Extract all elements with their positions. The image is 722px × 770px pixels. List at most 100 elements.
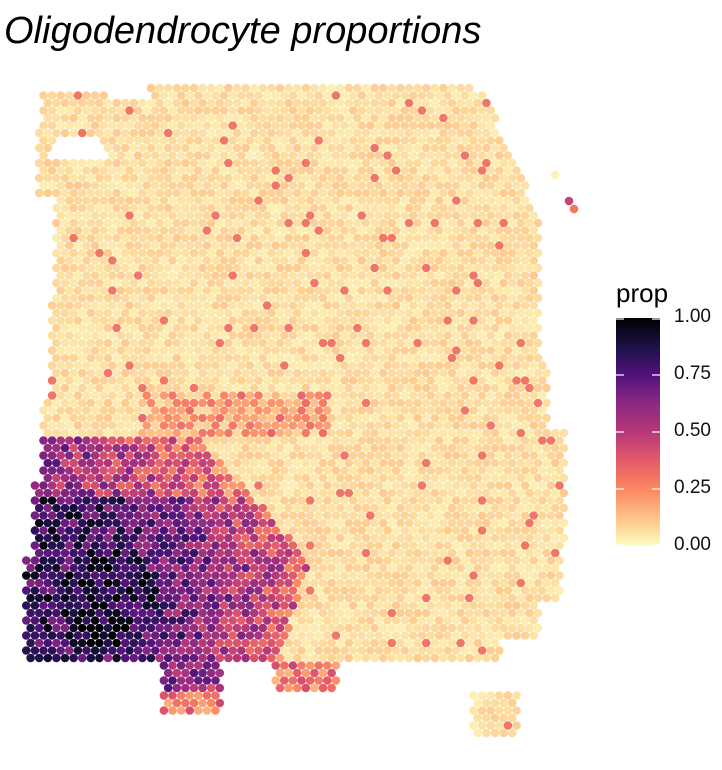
spot-point [413,578,422,588]
spot-point [146,653,156,663]
spot-point [426,466,435,475]
spot-point [219,211,229,220]
spot-point [314,541,324,550]
spot-point [335,173,345,183]
spot-point [482,533,491,543]
spot-point [348,376,358,385]
spot-point [142,181,151,190]
spot-point [464,188,474,198]
spot-point [39,631,48,640]
spot-point [383,106,392,115]
spot-point [108,421,117,430]
spot-point [151,361,160,370]
spot-point [460,391,470,400]
spot-point [275,188,285,198]
spot-point [258,488,268,498]
spot-point [516,458,526,468]
spot-point [99,211,108,220]
spot-point [219,346,229,355]
spot-point [301,503,311,513]
spot-point [99,226,108,235]
spot-point [533,518,543,528]
spot-point [426,541,435,550]
spot-point [357,196,367,205]
spot-point [138,458,147,468]
spot-point [460,451,470,460]
spot-point [159,361,169,370]
spot-point [426,586,435,595]
spot-point [185,106,194,115]
spot-point [512,451,521,460]
spot-point [138,203,147,213]
spot-point [318,668,328,678]
spot-point [417,331,427,340]
spot-point [439,563,448,573]
spot-point [520,481,530,490]
spot-point [426,256,435,265]
spot-point [525,413,534,423]
spot-point [125,526,134,535]
spot-point [288,376,298,385]
spot-point [206,323,216,333]
spot-point [280,181,289,190]
spot-point [396,308,405,318]
spot-point [507,233,517,243]
spot-point [120,263,130,273]
spot-point [116,511,126,520]
spot-point [340,406,349,415]
spot-point [271,541,281,550]
spot-point [353,233,362,243]
spot-point [305,256,315,265]
spot-point [155,323,164,333]
spot-point [34,563,44,573]
spot-point [409,91,418,100]
spot-point [550,488,560,498]
spot-point [327,218,336,228]
spot-point [292,683,302,693]
spot-point [464,443,474,453]
spot-point [443,286,453,295]
spot-point [232,143,242,153]
spot-point [267,503,276,513]
spot-point [77,443,87,453]
spot-point [383,346,392,355]
spot-point [529,211,538,220]
spot-point [421,413,431,423]
spot-point [366,466,375,475]
spot-point [82,511,91,520]
spot-point [95,443,104,453]
spot-point [241,98,250,108]
spot-point [331,406,341,415]
spot-point [172,533,182,543]
spot-point [232,248,242,258]
spot-point [366,286,375,295]
spot-point [39,436,48,445]
spot-point [434,391,444,400]
spot-point [400,241,410,250]
spot-point [112,488,121,498]
spot-point [73,211,83,220]
spot-point [314,631,324,640]
spot-point [99,391,108,400]
spot-point [443,346,453,355]
spot-point [245,376,255,385]
spot-point [245,346,255,355]
spot-point [378,473,388,483]
spot-point [284,338,293,348]
spot-point [520,601,530,610]
spot-point [353,593,362,603]
spot-point [146,548,156,558]
spot-point [202,136,212,145]
spot-point [138,98,147,108]
spot-point [417,286,427,295]
spot-point [280,646,289,655]
spot-point [443,586,453,595]
spot-point [473,488,483,498]
spot-point [155,383,164,393]
spot-point [202,196,212,205]
spot-point [189,158,199,168]
spot-point [486,226,496,235]
spot-point [456,233,465,243]
spot-point [327,428,336,438]
spot-point [348,646,358,655]
